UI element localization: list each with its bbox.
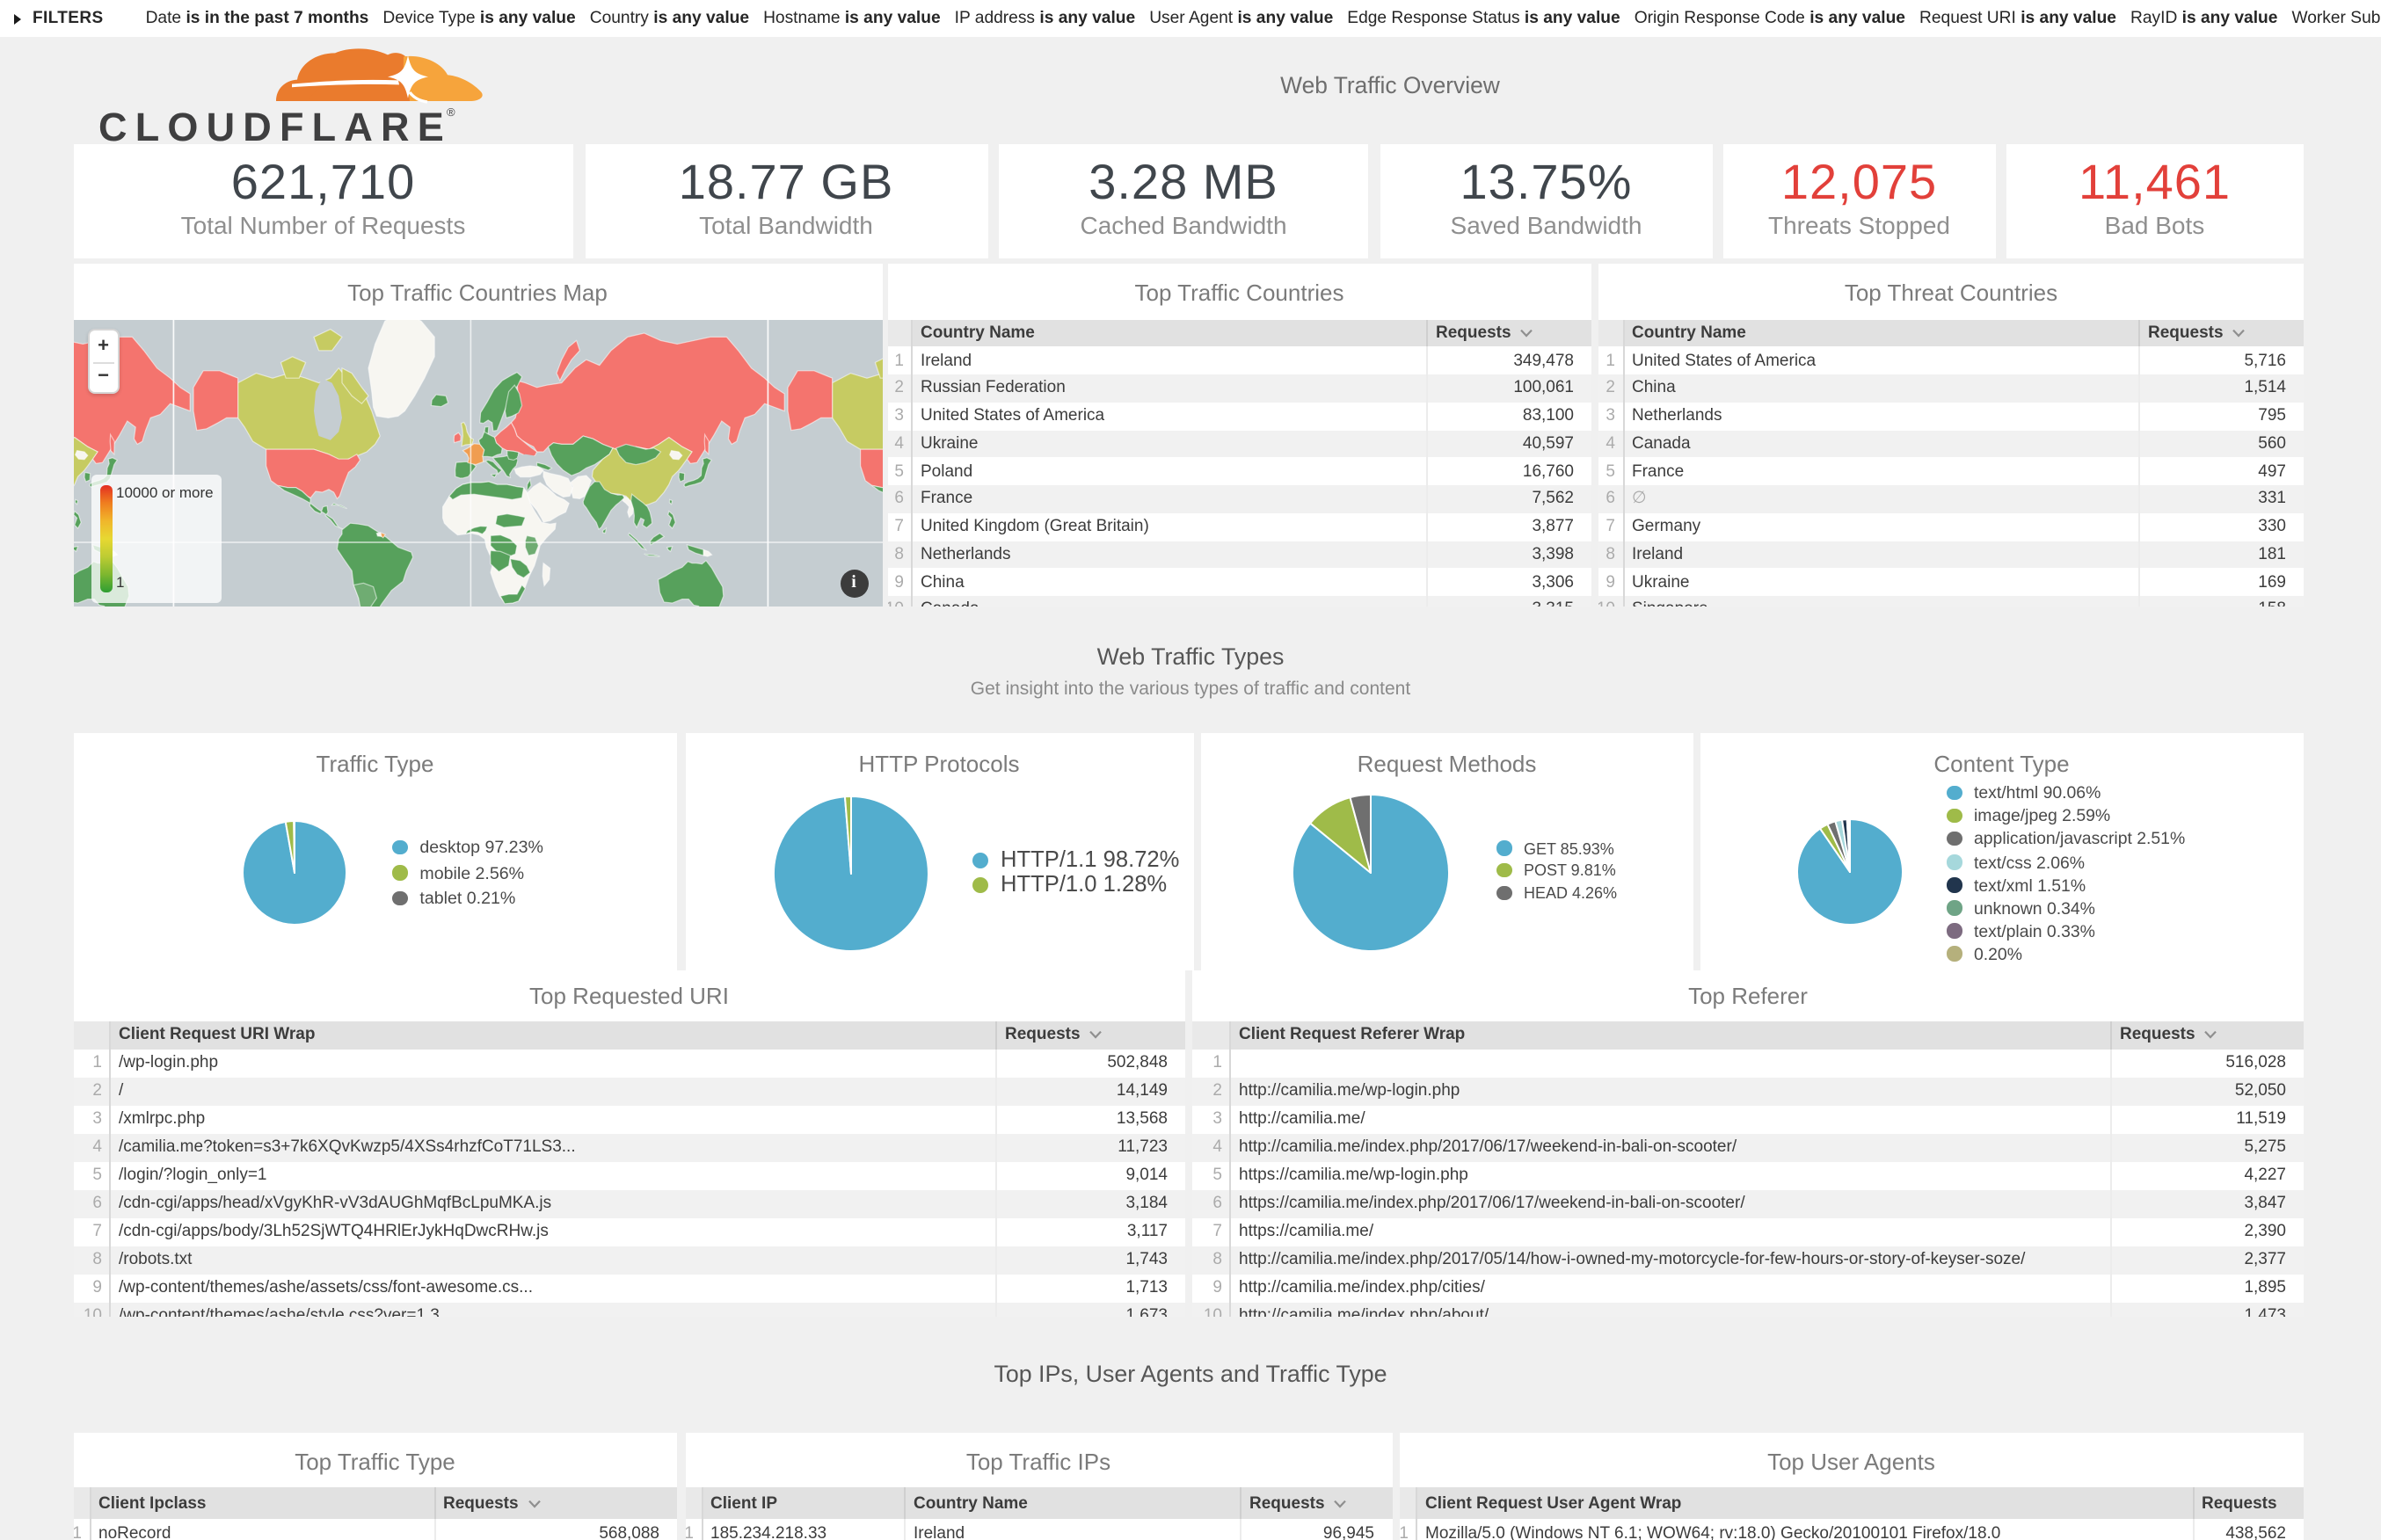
svg-text:®: ® xyxy=(447,105,455,119)
svg-text:CLOUDFLARE: CLOUDFLARE xyxy=(98,105,452,148)
